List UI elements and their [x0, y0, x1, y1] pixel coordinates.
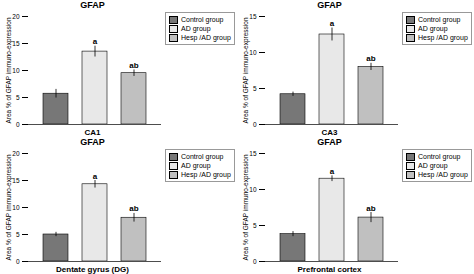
svg-text:15: 15 [12, 40, 20, 47]
html-text:AD group: AD group [418, 162, 448, 169]
svg-text:10: 10 [12, 204, 20, 211]
html-text:AD group: AD group [181, 162, 211, 169]
svg-text:10: 10 [12, 67, 20, 74]
svg-text:0: 0 [253, 258, 257, 265]
svg-text:20: 20 [12, 150, 20, 157]
html-text:Dentate gyrus (DG): Dentate gyrus (DG) [56, 265, 129, 274]
svg-text:0: 0 [253, 121, 257, 128]
svg-text:a: a [93, 37, 98, 46]
svg-text:20: 20 [12, 13, 20, 20]
html-text:Hesp /AD group: Hesp /AD group [181, 34, 231, 41]
html-text:Prefrontal cortex: Prefrontal cortex [297, 265, 362, 274]
svg-text:10: 10 [249, 186, 257, 193]
svg-text:a: a [93, 172, 98, 181]
svg-text:5: 5 [16, 94, 20, 101]
html-text:Control group: Control group [418, 16, 461, 23]
svg-text:Area % of GFAP immuno-expressi: Area % of GFAP immuno-expression [5, 154, 13, 260]
html-text:Control group: Control group [181, 16, 224, 23]
svg-text:a: a [330, 167, 335, 176]
html-text:CA3: CA3 [321, 128, 338, 137]
svg-text:a: a [330, 19, 335, 28]
html-text:Hesp /AD group: Hesp /AD group [418, 34, 468, 41]
svg-text:Area % of GFAP immuno-expressi: Area % of GFAP immuno-expression [242, 17, 250, 123]
html-text:GFAP: GFAP [80, 137, 105, 147]
html-text:Hesp /AD group: Hesp /AD group [181, 171, 231, 178]
html-text:AD group: AD group [181, 25, 211, 32]
html-text:Hesp /AD group: Hesp /AD group [418, 171, 468, 178]
svg-text:Area % of GFAP immuno-expressi: Area % of GFAP immuno-expression [242, 154, 250, 260]
svg-text:15: 15 [249, 13, 257, 20]
svg-text:Area % of GFAP immuno-expressi: Area % of GFAP immuno-expression [5, 17, 13, 123]
svg-text:ab: ab [129, 61, 138, 70]
svg-text:ab: ab [129, 204, 138, 213]
html-text:CA1: CA1 [84, 128, 101, 137]
svg-text:0: 0 [16, 258, 20, 265]
html-text:GFAP: GFAP [80, 0, 105, 10]
svg-text:5: 5 [16, 231, 20, 238]
html-text:Control group: Control group [181, 153, 224, 160]
html-text:GFAP: GFAP [317, 0, 342, 10]
html-text:AD group: AD group [418, 25, 448, 32]
svg-text:0: 0 [16, 121, 20, 128]
html-text:GFAP: GFAP [317, 137, 342, 147]
svg-text:10: 10 [249, 49, 257, 56]
svg-text:ab: ab [366, 204, 375, 213]
svg-text:ab: ab [366, 54, 375, 63]
svg-text:5: 5 [253, 222, 257, 229]
svg-text:15: 15 [249, 150, 257, 157]
svg-text:5: 5 [253, 85, 257, 92]
svg-text:15: 15 [12, 177, 20, 184]
html-text:Control group: Control group [418, 153, 461, 160]
